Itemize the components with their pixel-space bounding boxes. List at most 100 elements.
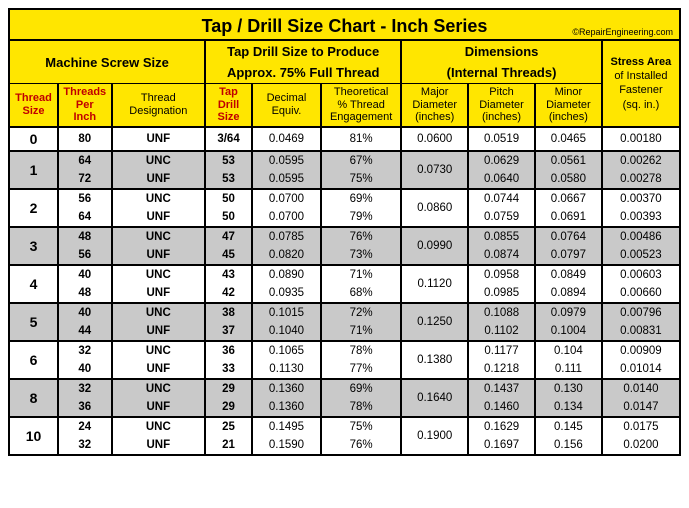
group-tapdrill-l2: Approx. 75% Full Thread (205, 62, 401, 84)
cell-thread-designation: UNC (112, 265, 206, 284)
col-thread-designation: ThreadDesignation (112, 84, 206, 127)
cell-stress-area: 0.00180 (602, 127, 680, 151)
cell-minor-diameter: 0.0465 (535, 127, 602, 151)
cell-thread-size: 6 (9, 341, 58, 379)
cell-thread-size: 10 (9, 417, 58, 455)
cell-tpi: 64 (58, 208, 111, 227)
cell-major-diameter: 0.1640 (401, 379, 468, 417)
cell-tap-drill-size: 29 (205, 398, 252, 417)
cell-tpi: 40 (58, 265, 111, 284)
cell-decimal-equiv: 0.1130 (252, 360, 321, 379)
cell-tpi: 56 (58, 189, 111, 208)
cell-pitch-diameter: 0.1177 (468, 341, 535, 360)
cell-major-diameter: 0.0730 (401, 151, 468, 189)
cell-tpi: 48 (58, 284, 111, 303)
group-tapdrill-l1: Tap Drill Size to Produce (205, 40, 401, 62)
cell-engagement: 68% (321, 284, 401, 303)
table-row: 32UNF210.159076%0.16970.1560.0200 (9, 436, 680, 455)
cell-stress-area: 0.00393 (602, 208, 680, 227)
cell-minor-diameter: 0.0797 (535, 246, 602, 265)
cell-tpi: 40 (58, 360, 111, 379)
cell-thread-designation: UNC (112, 303, 206, 322)
cell-engagement: 77% (321, 360, 401, 379)
cell-engagement: 72% (321, 303, 401, 322)
cell-tap-drill-size: 36 (205, 341, 252, 360)
table-row: 080UNF3/640.046981%0.06000.05190.04650.0… (9, 127, 680, 151)
cell-stress-area: 0.00486 (602, 227, 680, 246)
cell-minor-diameter: 0.104 (535, 341, 602, 360)
cell-tpi: 40 (58, 303, 111, 322)
tap-drill-chart: Tap / Drill Size Chart - Inch Series ©Re… (8, 8, 681, 456)
cell-tpi: 32 (58, 341, 111, 360)
cell-decimal-equiv: 0.0700 (252, 208, 321, 227)
col-thread-size: ThreadSize (9, 84, 58, 127)
cell-thread-designation: UNF (112, 208, 206, 227)
cell-pitch-diameter: 0.0759 (468, 208, 535, 227)
cell-decimal-equiv: 0.0935 (252, 284, 321, 303)
cell-thread-designation: UNF (112, 246, 206, 265)
cell-pitch-diameter: 0.0629 (468, 151, 535, 170)
cell-minor-diameter: 0.134 (535, 398, 602, 417)
table-row: 40UNF330.113077%0.12180.1110.01014 (9, 360, 680, 379)
cell-minor-diameter: 0.0849 (535, 265, 602, 284)
table-row: 64UNF500.070079%0.07590.06910.00393 (9, 208, 680, 227)
group-dims-l1: Dimensions (401, 40, 602, 62)
cell-minor-diameter: 0.0691 (535, 208, 602, 227)
cell-pitch-diameter: 0.0640 (468, 170, 535, 189)
cell-pitch-diameter: 0.0985 (468, 284, 535, 303)
cell-engagement: 78% (321, 398, 401, 417)
cell-engagement: 69% (321, 189, 401, 208)
cell-stress-area: 0.00603 (602, 265, 680, 284)
cell-stress-area: 0.0147 (602, 398, 680, 417)
cell-engagement: 78% (321, 341, 401, 360)
cell-thread-designation: UNF (112, 398, 206, 417)
group-header-row: Machine Screw Size Tap Drill Size to Pro… (9, 40, 680, 62)
cell-decimal-equiv: 0.1040 (252, 322, 321, 341)
col-tap-drill-size: TapDrillSize (205, 84, 252, 127)
cell-engagement: 75% (321, 170, 401, 189)
cell-engagement: 75% (321, 417, 401, 436)
group-machine: Machine Screw Size (9, 40, 205, 84)
cell-minor-diameter: 0.111 (535, 360, 602, 379)
col-major-diameter: MajorDiameter(inches) (401, 84, 468, 127)
cell-minor-diameter: 0.0979 (535, 303, 602, 322)
cell-thread-size: 3 (9, 227, 58, 265)
cell-stress-area: 0.00909 (602, 341, 680, 360)
table-row: 48UNF420.093568%0.09850.08940.00660 (9, 284, 680, 303)
table-row: 72UNF530.059575%0.06400.05800.00278 (9, 170, 680, 189)
cell-pitch-diameter: 0.0855 (468, 227, 535, 246)
source-credit: ©RepairEngineering.com (572, 27, 673, 37)
cell-pitch-diameter: 0.0958 (468, 265, 535, 284)
cell-major-diameter: 0.1380 (401, 341, 468, 379)
cell-tap-drill-size: 47 (205, 227, 252, 246)
cell-pitch-diameter: 0.1629 (468, 417, 535, 436)
cell-major-diameter: 0.0600 (401, 127, 468, 151)
cell-engagement: 71% (321, 265, 401, 284)
cell-major-diameter: 0.0860 (401, 189, 468, 227)
cell-pitch-diameter: 0.1697 (468, 436, 535, 455)
cell-tap-drill-size: 33 (205, 360, 252, 379)
table-row: 36UNF290.136078%0.14600.1340.0147 (9, 398, 680, 417)
cell-engagement: 76% (321, 436, 401, 455)
cell-engagement: 81% (321, 127, 401, 151)
cell-decimal-equiv: 0.1065 (252, 341, 321, 360)
cell-tpi: 36 (58, 398, 111, 417)
cell-thread-size: 5 (9, 303, 58, 341)
cell-thread-designation: UNF (112, 436, 206, 455)
cell-tpi: 24 (58, 417, 111, 436)
cell-thread-size: 1 (9, 151, 58, 189)
cell-decimal-equiv: 0.1015 (252, 303, 321, 322)
cell-minor-diameter: 0.0894 (535, 284, 602, 303)
cell-tpi: 32 (58, 436, 111, 455)
cell-tpi: 64 (58, 151, 111, 170)
cell-tap-drill-size: 21 (205, 436, 252, 455)
cell-stress-area: 0.00831 (602, 322, 680, 341)
cell-thread-size: 4 (9, 265, 58, 303)
col-pitch-diameter: PitchDiameter(inches) (468, 84, 535, 127)
cell-major-diameter: 0.1250 (401, 303, 468, 341)
cell-engagement: 67% (321, 151, 401, 170)
col-thread-engagement: Theoretical% ThreadEngagement (321, 84, 401, 127)
cell-stress-area: 0.0140 (602, 379, 680, 398)
cell-decimal-equiv: 0.1360 (252, 379, 321, 398)
cell-tap-drill-size: 53 (205, 170, 252, 189)
